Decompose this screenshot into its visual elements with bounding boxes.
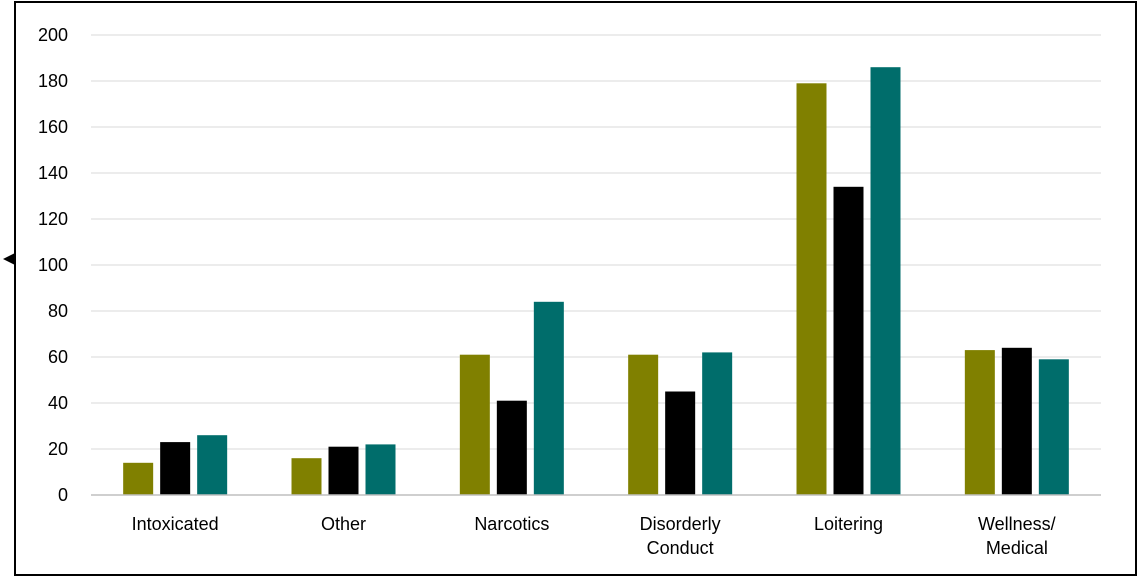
y-tick-label: 20	[48, 439, 68, 459]
bar-series2-cat4	[665, 391, 696, 495]
y-tick-label: 80	[48, 301, 68, 321]
bar-series1-cat2	[291, 458, 322, 495]
bar-series2-cat5	[833, 186, 864, 496]
bar-series1-cat3	[459, 354, 490, 495]
bar-series3-cat4	[702, 352, 733, 495]
bar-series1-cat5	[796, 83, 827, 496]
bar-series3-cat6	[1038, 359, 1069, 495]
x-category-label: Disorderly	[640, 514, 721, 534]
bar-series1-cat1	[123, 462, 154, 495]
gridlines	[91, 34, 1101, 450]
bar-series2-cat2	[328, 446, 359, 495]
pointer-arrow-icon	[3, 253, 15, 265]
bar-series3-cat5	[870, 67, 901, 495]
y-tick-label: 0	[58, 485, 68, 505]
bar-series3-cat1	[197, 435, 228, 495]
y-tick-label: 180	[38, 71, 68, 91]
bars	[123, 67, 1069, 496]
bar-series2-cat6	[1001, 347, 1032, 495]
x-category-label: Intoxicated	[132, 514, 219, 534]
bar-series2-cat3	[496, 400, 527, 495]
bar-series1-cat6	[964, 350, 995, 495]
x-category-label: Other	[321, 514, 366, 534]
bar-series1-cat4	[628, 354, 659, 495]
x-category-label: Conduct	[647, 538, 714, 558]
y-tick-label: 60	[48, 347, 68, 367]
x-category-label: Wellness/	[978, 514, 1056, 534]
y-tick-label: 160	[38, 117, 68, 137]
x-category-label: Medical	[986, 538, 1048, 558]
y-tick-label: 100	[38, 255, 68, 275]
axis-labels: 0 20 40 60 80 100 120 140 160 180 200 Intoxicated Ot…	[38, 25, 1056, 558]
y-tick-label: 40	[48, 393, 68, 413]
y-tick-label: 140	[38, 163, 68, 183]
x-category-label: Narcotics	[474, 514, 549, 534]
bar-series3-cat2	[365, 444, 396, 495]
bar-series2-cat1	[160, 442, 191, 495]
x-category-label: Loitering	[814, 514, 883, 534]
bar-series3-cat3	[533, 301, 564, 495]
y-tick-label: 200	[38, 25, 68, 45]
y-tick-label: 120	[38, 209, 68, 229]
